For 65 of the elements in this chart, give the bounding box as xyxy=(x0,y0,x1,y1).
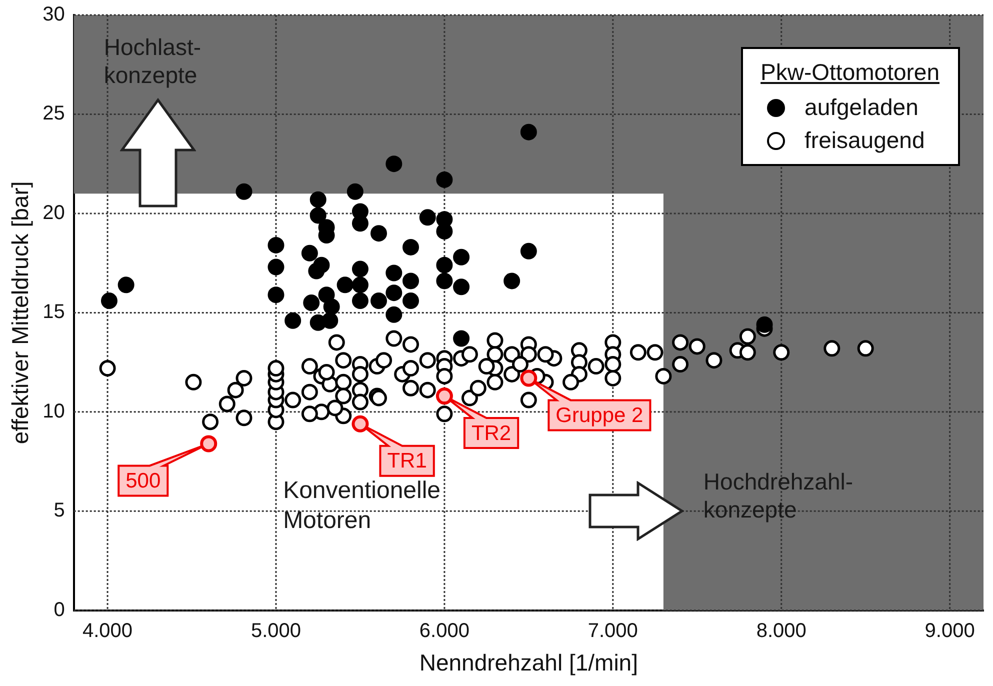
x-tick-label: 4.000 xyxy=(82,620,133,642)
point xyxy=(370,225,387,242)
point xyxy=(318,286,335,304)
point xyxy=(310,191,326,208)
x-tick-label: 6.000 xyxy=(419,620,470,642)
point xyxy=(756,316,773,333)
point xyxy=(118,276,134,294)
band-label: Hochlast- konzepte xyxy=(104,34,201,88)
point xyxy=(386,284,402,302)
point xyxy=(436,223,453,240)
y-tick-label: 25 xyxy=(42,102,65,125)
legend-title: Pkw-Ottomotoren xyxy=(760,59,940,86)
point xyxy=(268,236,284,254)
point xyxy=(402,292,420,310)
point xyxy=(453,330,470,347)
point xyxy=(504,272,520,290)
y-tick-label: 10 xyxy=(42,400,65,422)
point xyxy=(303,294,320,312)
point xyxy=(370,292,387,310)
x-tick-label: 5.000 xyxy=(250,620,302,642)
y-tick-label: 5 xyxy=(54,500,65,522)
point xyxy=(284,312,302,329)
point xyxy=(236,183,252,200)
annotation: TR2 xyxy=(471,422,512,445)
point xyxy=(436,256,453,274)
point xyxy=(301,244,318,262)
point xyxy=(308,262,325,280)
point xyxy=(436,171,453,188)
annotation: 500 xyxy=(126,469,161,492)
x-tick-label: 8.000 xyxy=(756,620,806,642)
point xyxy=(346,183,364,200)
point xyxy=(419,209,436,226)
point xyxy=(386,156,402,172)
x-tick-label: 9.000 xyxy=(924,620,975,642)
point xyxy=(352,260,368,278)
point xyxy=(386,264,402,282)
point xyxy=(268,258,284,276)
point xyxy=(520,124,537,140)
point xyxy=(352,292,368,310)
point xyxy=(322,312,338,329)
point xyxy=(402,238,420,256)
point xyxy=(310,207,326,224)
point xyxy=(336,276,354,294)
point xyxy=(453,278,470,296)
y-tick-label: 30 xyxy=(42,4,65,26)
x-tick-label: 7.000 xyxy=(588,620,638,642)
annotation: Konventionelle Motoren xyxy=(283,477,441,534)
legend-label: aufgeladen xyxy=(804,94,918,121)
x-axis-title: Nenndrehzahl [1/min] xyxy=(419,650,638,676)
annotation: Gruppe 2 xyxy=(556,404,644,427)
point xyxy=(436,272,453,290)
point xyxy=(453,248,470,266)
y-tick-label: 15 xyxy=(42,301,65,324)
point xyxy=(100,292,118,310)
legend-label: freisaugend xyxy=(804,127,925,154)
point xyxy=(402,272,420,290)
point xyxy=(386,306,402,323)
annotation: TR1 xyxy=(387,450,427,473)
point xyxy=(268,286,284,304)
y-axis-title: effektiver Mitteldruck [bar] xyxy=(7,181,34,444)
y-tick-label: 0 xyxy=(54,598,65,621)
band-label: Hochdrehzahl- konzepte xyxy=(703,468,854,522)
point xyxy=(352,276,368,294)
y-tick-label: 20 xyxy=(42,202,65,224)
point xyxy=(520,242,537,260)
